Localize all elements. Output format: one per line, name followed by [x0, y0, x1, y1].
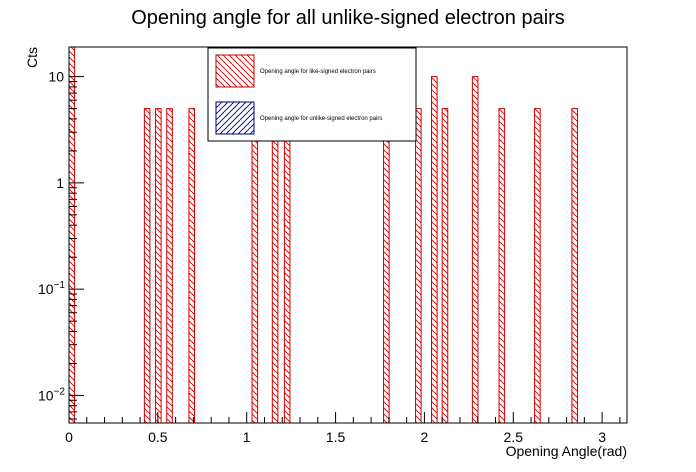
- bar-0-6: [271, 108, 279, 423]
- bar-0-7: [283, 108, 291, 423]
- x-tick-label: 3: [598, 429, 606, 445]
- bar-0-2: [155, 108, 162, 423]
- x-tick-label: 1.5: [326, 429, 346, 445]
- y-axis-label: Cts: [24, 47, 40, 68]
- bar-0-15: [571, 108, 578, 423]
- x-tick-label: 0.5: [148, 429, 168, 445]
- y-tick-label: 10: [48, 69, 64, 85]
- bar-0-0: [69, 47, 76, 423]
- x-tick-label: 0: [65, 429, 73, 445]
- legend: Opening angle for like-signed electron p…: [207, 47, 417, 142]
- bar-0-4: [188, 108, 196, 423]
- y-tick-label: 10−2: [38, 386, 65, 403]
- x-axis-label: Opening Angle(rad): [506, 443, 627, 459]
- legend-swatch-unlike-signed: [215, 101, 255, 135]
- legend-label-like-signed: Opening angle for like-signed electron p…: [260, 69, 376, 75]
- legend-swatch-like-signed: [215, 54, 255, 88]
- y-axis: 10−2 10−1 1 10: [38, 69, 84, 420]
- legend-label-unlike-signed: Opening angle for unlike-signed electron…: [260, 116, 382, 122]
- x-tick-label: 2.5: [504, 429, 524, 445]
- bar-0-1: [143, 108, 151, 423]
- x-tick-label: 1: [243, 429, 251, 445]
- bar-0-13: [498, 108, 506, 423]
- bar-0-12: [471, 76, 479, 423]
- bar-0-5: [251, 108, 259, 423]
- bar-0-11: [441, 108, 449, 423]
- chart-title: Opening angle for all unlike-signed elec…: [131, 7, 565, 29]
- bar-0-10: [431, 76, 438, 423]
- y-tick-label: 1: [56, 175, 64, 191]
- x-axis: 0 0.5 1 1.5 2 2.5 3: [65, 412, 621, 445]
- bar-0-3: [166, 108, 173, 423]
- x-tick-label: 2: [421, 429, 429, 445]
- plot-frame: [68, 46, 628, 424]
- bar-0-9: [415, 108, 422, 423]
- y-tick-label: 10−1: [38, 280, 65, 297]
- bar-0-8: [383, 108, 390, 423]
- bar-0-14: [534, 108, 541, 423]
